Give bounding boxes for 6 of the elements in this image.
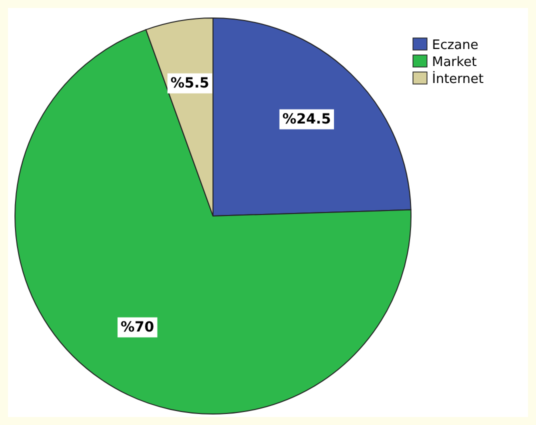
data-label: %5.5: [170, 75, 210, 92]
legend-label: Market: [432, 55, 477, 70]
legend-label: Eczane: [432, 38, 478, 53]
legend-label: İnternet: [432, 71, 484, 87]
data-label: %70: [120, 319, 154, 336]
data-label: %24.5: [282, 111, 331, 128]
